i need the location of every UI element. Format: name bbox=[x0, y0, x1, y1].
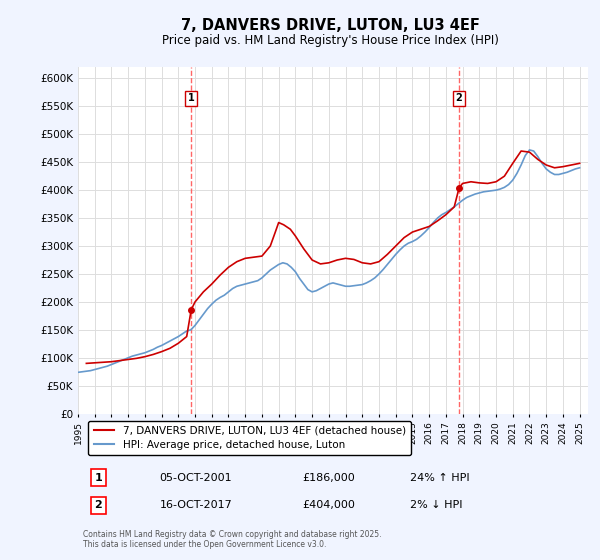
Legend: 7, DANVERS DRIVE, LUTON, LU3 4EF (detached house), HPI: Average price, detached : 7, DANVERS DRIVE, LUTON, LU3 4EF (detach… bbox=[88, 421, 411, 455]
Text: 05-OCT-2001: 05-OCT-2001 bbox=[160, 473, 232, 483]
Text: Contains HM Land Registry data © Crown copyright and database right 2025.
This d: Contains HM Land Registry data © Crown c… bbox=[83, 530, 382, 549]
Text: 1: 1 bbox=[188, 94, 194, 104]
Text: 7, DANVERS DRIVE, LUTON, LU3 4EF: 7, DANVERS DRIVE, LUTON, LU3 4EF bbox=[181, 18, 479, 32]
Text: £186,000: £186,000 bbox=[302, 473, 355, 483]
Text: 2: 2 bbox=[456, 94, 463, 104]
Text: 16-OCT-2017: 16-OCT-2017 bbox=[160, 501, 232, 510]
Text: 24% ↑ HPI: 24% ↑ HPI bbox=[409, 473, 469, 483]
Text: 2% ↓ HPI: 2% ↓ HPI bbox=[409, 501, 462, 510]
Text: Price paid vs. HM Land Registry's House Price Index (HPI): Price paid vs. HM Land Registry's House … bbox=[161, 34, 499, 47]
Text: 1: 1 bbox=[95, 473, 102, 483]
Text: £404,000: £404,000 bbox=[302, 501, 355, 510]
Text: 2: 2 bbox=[95, 501, 102, 510]
